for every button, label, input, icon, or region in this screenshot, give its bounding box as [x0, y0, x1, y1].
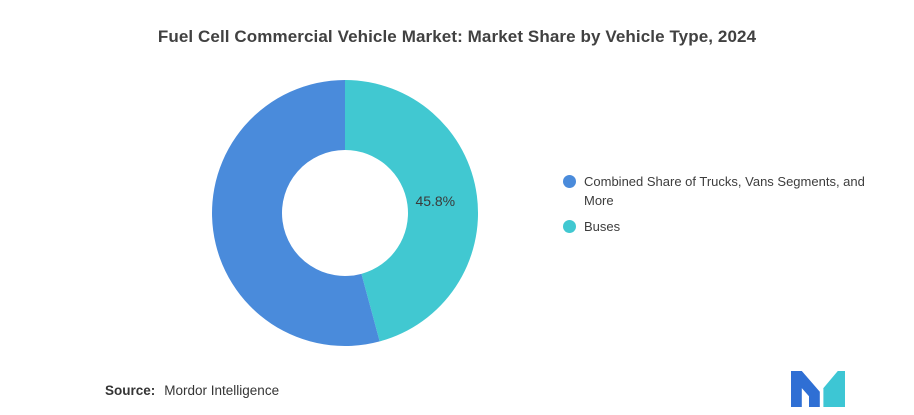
- slice-value-label: 45.8%: [415, 193, 455, 209]
- source-attribution: Source: Mordor Intelligence: [105, 383, 279, 398]
- legend-item-trucks-vans: Combined Share of Trucks, Vans Segments,…: [563, 173, 874, 211]
- donut-slice: [345, 79, 479, 342]
- chart-title: Fuel Cell Commercial Vehicle Market: Mar…: [157, 27, 757, 46]
- mordor-intelligence-logo: [791, 371, 845, 407]
- legend-label: Buses: [584, 218, 621, 234]
- legend-swatch: [563, 219, 576, 233]
- donut-slice: [212, 80, 380, 346]
- legend-swatch: [563, 175, 576, 188]
- logo-right-shape: [823, 371, 845, 407]
- legend: Combined Share of Trucks, Vans Segments,…: [563, 173, 874, 237]
- legend-label: Combined Share of Trucks, Vans Segments,…: [584, 174, 865, 208]
- legend-item-buses: Buses: [563, 218, 874, 237]
- source-value: Mordor Intelligence: [164, 383, 280, 398]
- logo-left-shape: [791, 371, 820, 407]
- source-label: Source:: [105, 383, 156, 398]
